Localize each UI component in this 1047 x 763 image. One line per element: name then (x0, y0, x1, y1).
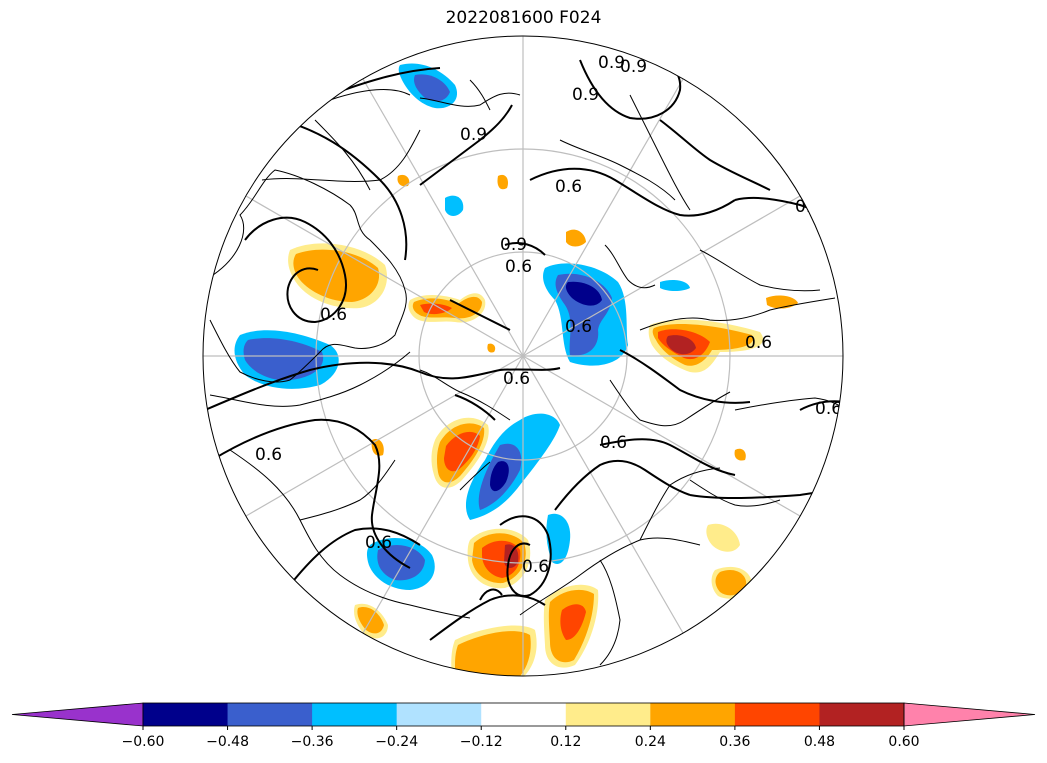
coastlines (204, 79, 843, 666)
negative-anomaly-region (546, 513, 571, 564)
colorbar-cell (481, 703, 567, 726)
polar-stereographic-map: 0.6 0.6 0.6 0.6 0.6 0.6 0.6 0.6 0.9 0.9 … (202, 35, 844, 677)
contour-label: 0.9 (500, 235, 527, 255)
contour-label: 0.6 (505, 257, 532, 277)
colorbar-tick-label: 0.60 (888, 734, 919, 750)
negative-anomaly-region (445, 195, 464, 216)
positive-anomaly-region (706, 523, 740, 552)
positive-anomaly-region (666, 335, 696, 355)
negative-anomaly-region (490, 461, 509, 492)
colorbar-cell (650, 703, 736, 726)
graticule (203, 36, 843, 676)
contour-label: 0.6 (255, 445, 282, 465)
negative-anomaly-region (565, 281, 602, 306)
positive-anomaly-region (560, 604, 586, 640)
positive-anomaly-region (715, 569, 747, 596)
contour-label: 0.6 (815, 399, 842, 419)
colorbar-cell (734, 703, 820, 726)
colorbar-tick-label: −0.24 (375, 734, 418, 750)
colorbar-tick-label: 0.24 (635, 734, 666, 750)
colorbar: −0.60 −0.48 −0.36 −0.24 −0.12 0.12 0.24 0.36 0.4… (11, 702, 1036, 750)
positive-anomaly-region (734, 448, 746, 461)
contour-labels: 0.6 0.6 0.6 0.6 0.6 0.6 0.6 0.6 0.9 0.9 … (255, 53, 842, 577)
contour-label: 0.9 (620, 57, 647, 77)
colorbar-tick-label: 0.48 (804, 734, 835, 750)
colorbar-extend-high (903, 702, 1036, 727)
positive-anomaly-region (397, 174, 410, 187)
contour-label: 0.9 (460, 125, 487, 145)
contour-label: 0.6 (320, 305, 347, 325)
colorbar-cell (143, 703, 229, 726)
positive-anomaly-region (766, 295, 798, 309)
colorbar-outline (142, 702, 905, 727)
colorbar-cell (565, 703, 651, 726)
colorbar-cell (819, 703, 905, 726)
anomaly-shading (234, 63, 798, 676)
contour-label: 0.6 (795, 197, 822, 217)
map-title: 2022081600 F024 (445, 8, 602, 28)
colorbar-tick-label: −0.36 (291, 734, 334, 750)
positive-anomaly-region (444, 431, 480, 472)
contour-label: 0.6 (522, 557, 549, 577)
positive-anomaly-region (487, 343, 496, 353)
colorbar-cell (312, 703, 398, 726)
positive-anomaly-region (497, 174, 508, 190)
positive-anomaly-region (566, 229, 586, 247)
negative-anomaly-region (243, 338, 324, 381)
map-boundary (202, 35, 844, 677)
colorbar-extend-low (11, 702, 144, 727)
negative-anomaly-region (660, 280, 690, 291)
colorbar-tick-label: 0.36 (719, 734, 750, 750)
colorbar-tick-label: 0.12 (550, 734, 581, 750)
contour-label: 0.6 (745, 333, 772, 353)
contour-label: 0.6 (365, 533, 392, 553)
contour-label: 0.6 (565, 317, 592, 337)
colorbar-cell (227, 703, 313, 726)
contour-label: 0.6 (600, 433, 627, 453)
contour-label: 0.9 (572, 85, 599, 105)
contour-label: 0.6 (555, 177, 582, 197)
colorbar-tick-label: −0.48 (206, 734, 249, 750)
colorbar-tick-label: −0.60 (122, 734, 165, 750)
colorbar-cell (396, 703, 482, 726)
positive-anomaly-region (293, 249, 380, 302)
negative-anomaly-region (414, 74, 450, 102)
positive-anomaly-region (420, 303, 452, 315)
contour-label: 0.9 (598, 53, 625, 73)
contour-label: 0.6 (503, 369, 530, 389)
colorbar-tick-label: −0.12 (460, 734, 503, 750)
